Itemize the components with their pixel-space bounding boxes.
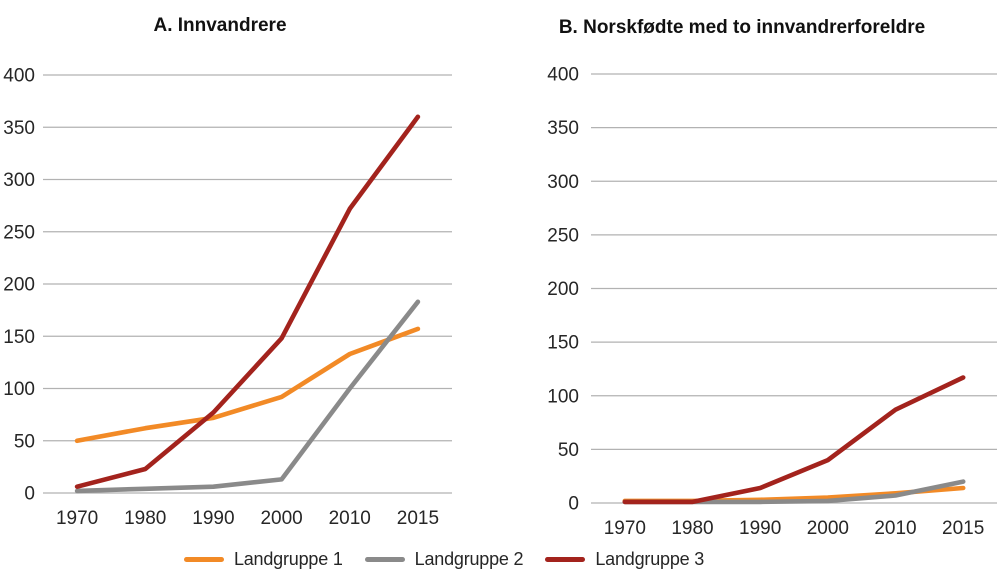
panel-a-chart: 0 50 100 150 200 250 300 350 400 1970 1980 1990 2000… [3,15,452,529]
x-axis-tick-label: 1980 [124,508,166,529]
legend-item-landgruppe-1: Landgruppe 1 [183,549,343,570]
legend-swatch-landgruppe-3 [545,557,586,562]
x-axis-tick-label: 1990 [739,518,781,539]
y-axis-tick-label: 350 [3,118,35,139]
y-axis-tick-label: 100 [3,379,35,400]
x-axis-tick-label: 1980 [671,518,713,539]
y-axis-tick-label: 200 [3,275,35,296]
y-axis-tick-label: 0 [568,494,579,515]
x-axis-tick-label: 2015 [942,518,984,539]
series-line-landgruppe-3 [622,375,966,505]
legend-label: Landgruppe 3 [595,549,705,569]
x-axis-tick-label: 1990 [192,508,234,529]
legend-swatch-landgruppe-1 [183,557,224,562]
y-axis-tick-label: 250 [3,222,35,243]
legend-label: Landgruppe 1 [233,549,343,569]
y-axis-tick-label: 300 [3,170,35,191]
y-axis-tick-label: 250 [547,225,579,246]
y-axis-tick-label: 400 [3,66,35,87]
series-line-landgruppe-2 [74,299,421,494]
x-axis-tick-label: 2010 [329,508,371,529]
panel-title: A. Innvandrere [153,15,286,36]
y-axis-tick-label: 50 [14,431,35,452]
y-axis-tick-label: 150 [3,327,35,348]
series-line-landgruppe-3 [74,114,421,490]
y-axis-tick-label: 0 [24,484,35,505]
legend-label: Landgruppe 2 [414,549,524,569]
y-axis-tick-label: 150 [547,333,579,354]
legend: Landgruppe 1 Landgruppe 2 Landgruppe 3 [0,549,888,570]
y-axis-tick-label: 200 [547,279,579,300]
y-axis-tick-label: 300 [547,172,579,193]
x-axis-tick-label: 2015 [397,508,439,529]
x-axis-tick-label: 1970 [56,508,98,529]
legend-item-landgruppe-2: Landgruppe 2 [364,549,524,570]
panel-title: B. Norskfødte med to innvandrerforeldre [559,17,925,38]
series-line-landgruppe-1 [74,326,421,444]
x-axis-tick-label: 1970 [604,518,646,539]
panel-b-chart: 0 50 100 150 200 250 300 350 400 1970 1980 1990 2000… [547,17,997,539]
y-axis-tick-label: 100 [547,386,579,407]
legend-item-landgruppe-3: Landgruppe 3 [545,549,704,570]
y-axis-tick-label: 350 [547,118,579,139]
y-axis-tick-label: 400 [547,65,579,86]
y-axis-tick-label: 50 [558,440,579,461]
x-axis-tick-label: 2000 [260,508,302,529]
legend-swatch-landgruppe-2 [364,557,405,562]
x-axis-tick-label: 2010 [874,518,916,539]
x-axis-tick-label: 2000 [807,518,849,539]
